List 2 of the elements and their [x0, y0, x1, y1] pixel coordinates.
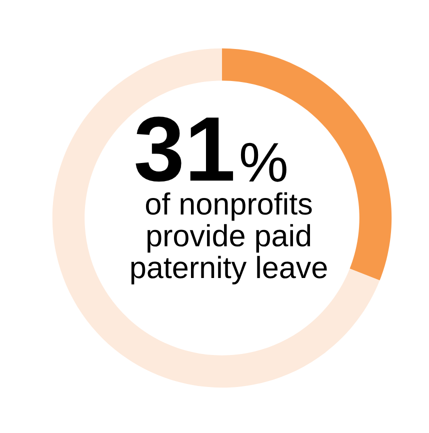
data-label: 31% [136, 116, 286, 182]
text: of nonprofits provide paid paternity leave [131, 192, 327, 284]
